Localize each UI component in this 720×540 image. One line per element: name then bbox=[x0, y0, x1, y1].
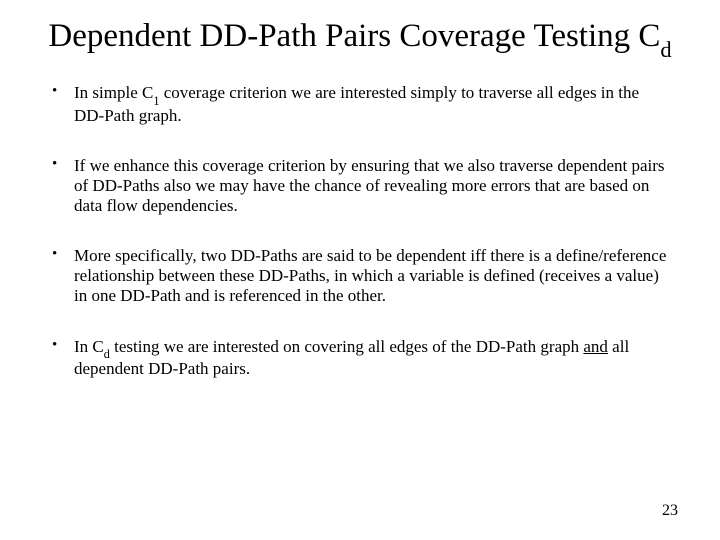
bullet-text: If we enhance this coverage criterion by… bbox=[74, 156, 665, 215]
title-subscript: d bbox=[660, 37, 671, 62]
bullet-text: testing we are interested on covering al… bbox=[110, 337, 584, 356]
bullet-subscript: 1 bbox=[153, 94, 159, 108]
bullet-item: In simple C1 coverage criterion we are i… bbox=[48, 83, 672, 126]
bullet-underline: and bbox=[583, 337, 608, 356]
bullet-item: More specifically, two DD-Paths are said… bbox=[48, 246, 672, 306]
bullet-item: If we enhance this coverage criterion by… bbox=[48, 156, 672, 216]
bullet-text: In C bbox=[74, 337, 104, 356]
slide: Dependent DD-Path Pairs Coverage Testing… bbox=[0, 0, 720, 540]
title-text: Dependent DD-Path Pairs Coverage Testing… bbox=[48, 18, 660, 54]
page-number: 23 bbox=[662, 502, 678, 520]
bullet-item: In Cd testing we are interested on cover… bbox=[48, 337, 672, 380]
bullet-list: In simple C1 coverage criterion we are i… bbox=[42, 83, 678, 379]
slide-title: Dependent DD-Path Pairs Coverage Testing… bbox=[42, 18, 678, 59]
bullet-text: In simple C bbox=[74, 83, 153, 102]
bullet-text: More specifically, two DD-Paths are said… bbox=[74, 246, 666, 305]
bullet-subscript: d bbox=[104, 347, 110, 361]
